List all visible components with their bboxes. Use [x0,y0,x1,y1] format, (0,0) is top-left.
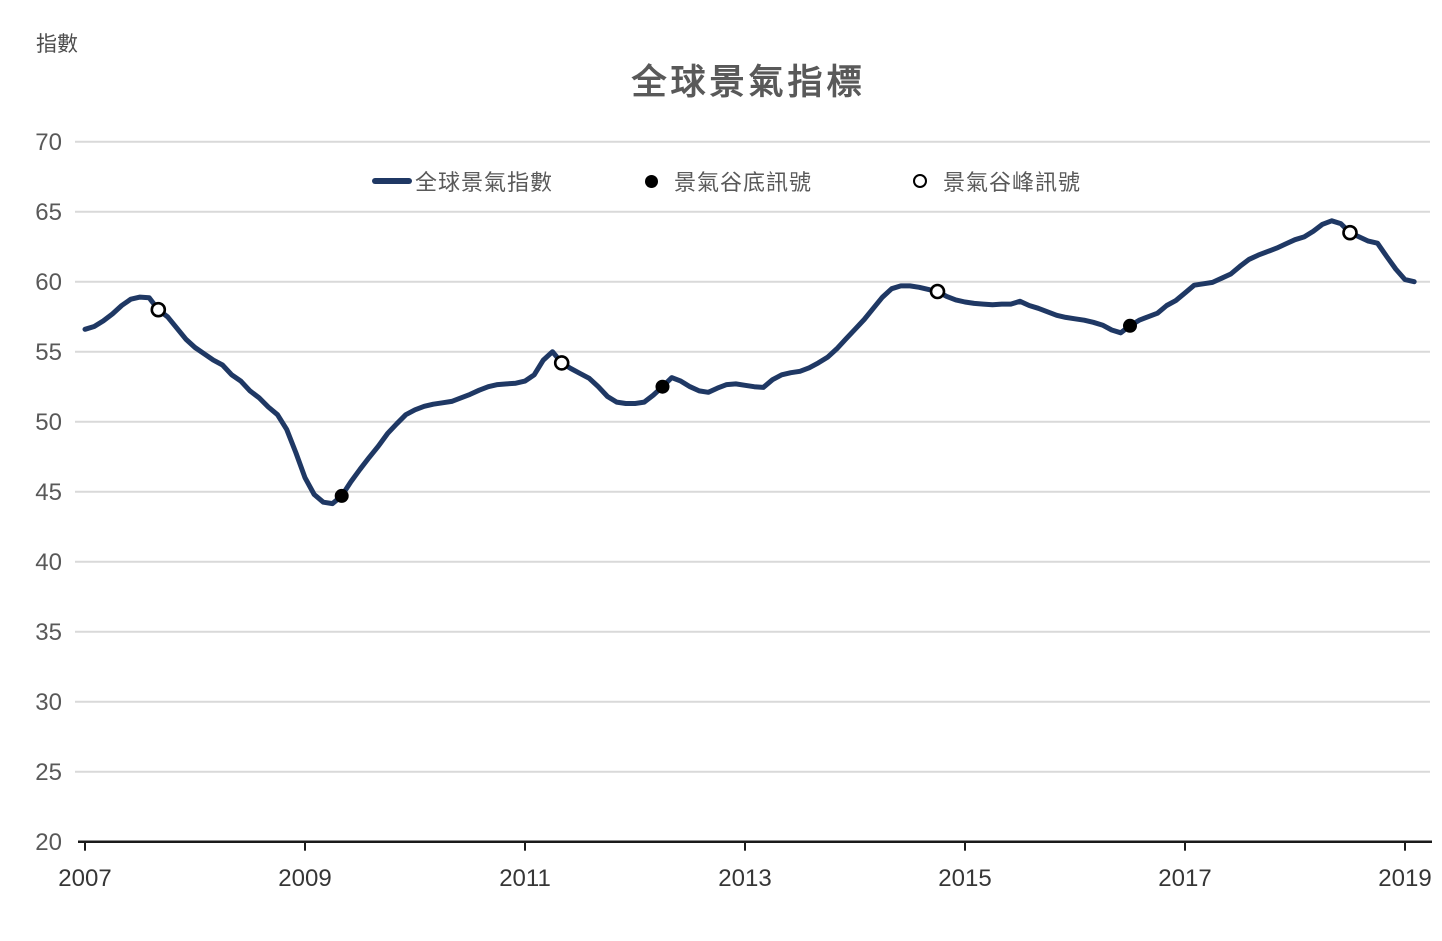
y-tick-label: 60 [35,269,62,296]
y-tick-label: 30 [35,689,62,716]
y-tick-label: 65 [35,199,62,226]
trough-signal-marker [1123,318,1137,333]
legend-label: 景氣谷底訊號 [674,170,813,195]
peak-signal-marker [1342,224,1358,241]
y-tick-label: 35 [35,619,62,646]
y-tick-label: 50 [35,409,62,436]
legend: 全球景氣指數 景氣谷底訊號 景氣谷峰訊號 [0,166,1442,196]
legend-item-peak-signal: 景氣谷峰訊號 [913,166,1081,196]
y-tick-label: 70 [35,129,62,156]
y-tick-label: 40 [35,549,62,576]
peak-signal-marker [150,301,167,318]
trough-signal-marker [334,488,349,503]
x-tick-label: 2011 [499,865,551,892]
trough-signal-marker [655,379,670,394]
legend-item-series-line: 全球景氣指數 [372,166,553,196]
series-line [82,218,1417,507]
peak-signal-marker [553,355,570,371]
x-tick-label: 2019 [1378,865,1431,892]
filled-dot-icon [645,174,658,188]
x-tick-label: 2007 [58,865,111,892]
y-tick-label: 55 [35,339,62,366]
y-tick-label: 45 [35,479,62,506]
y-tick-label: 20 [35,829,62,856]
legend-item-trough-signal: 景氣谷底訊號 [645,166,812,196]
line-swatch-icon [372,178,412,184]
peak-signal-marker [929,283,946,300]
legend-label: 全球景氣指數 [415,170,554,195]
y-tick-label: 25 [35,759,62,786]
x-tick-label: 2013 [718,865,771,892]
x-tick-label: 2017 [1158,865,1211,892]
chart-title: 全球景氣指標 [631,63,866,102]
x-tick-label: 2009 [278,865,331,892]
legend-label: 景氣谷峰訊號 [943,170,1082,195]
open-circle-icon [913,174,927,188]
y-axis-unit-label: 指數 [36,33,78,56]
x-tick-label: 2015 [938,865,991,892]
